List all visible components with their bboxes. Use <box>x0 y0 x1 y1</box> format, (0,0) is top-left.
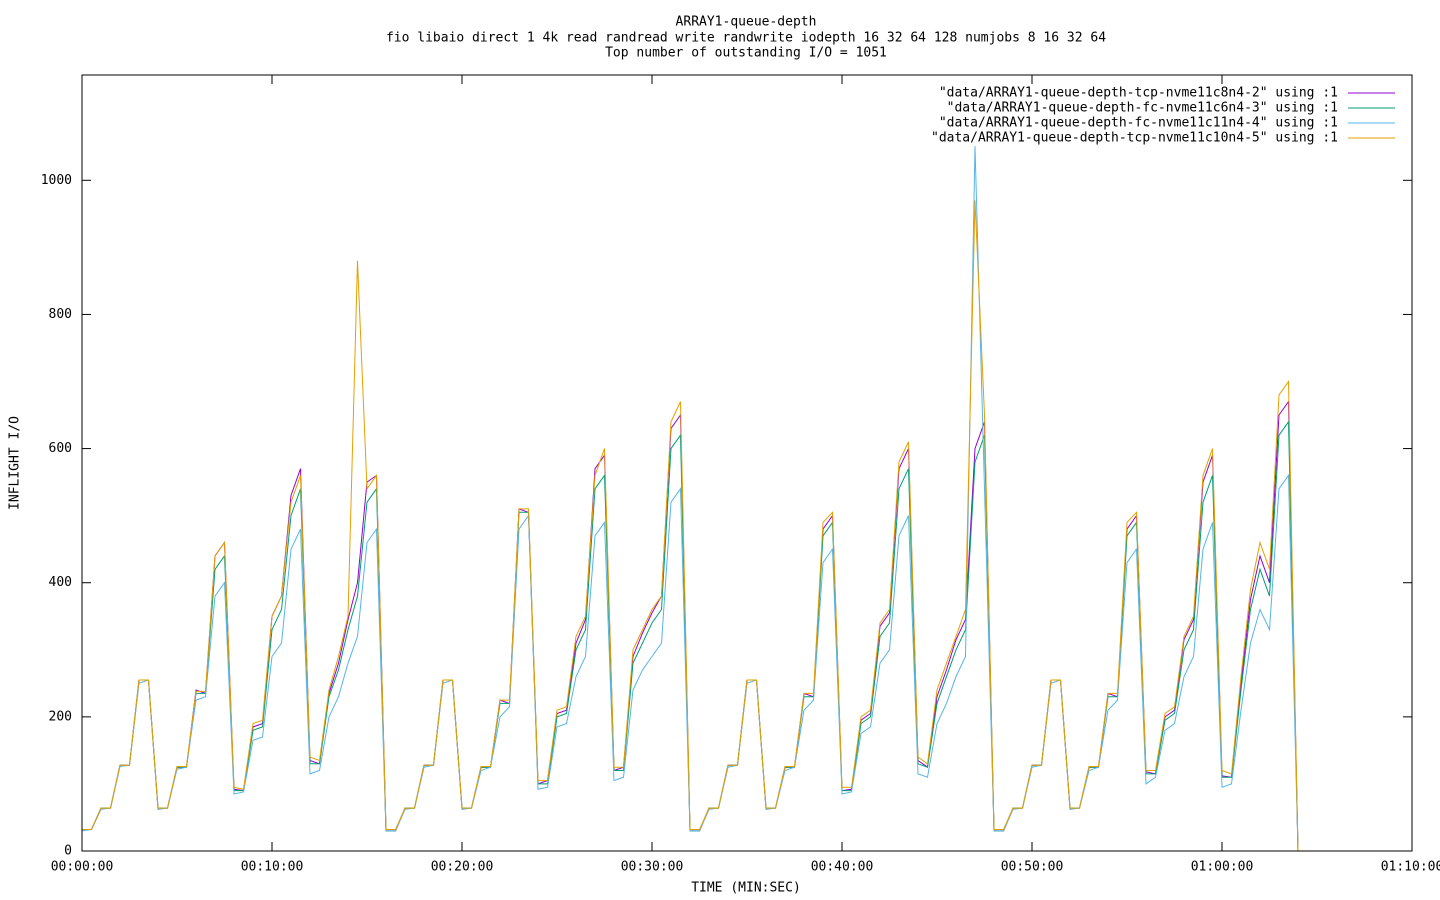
y-tick-label: 0 <box>64 844 72 859</box>
legend-label: "data/ARRAY1-queue-depth-fc-nvme11c6n4-3… <box>947 101 1338 116</box>
series-line <box>82 200 1299 852</box>
y-tick-label: 200 <box>49 709 72 724</box>
series-line <box>81 146 1299 852</box>
x-tick-label: 00:40:00 <box>811 860 874 875</box>
y-tick-label: 400 <box>49 575 72 590</box>
chart-title: ARRAY1-queue-depth <box>676 15 817 30</box>
legend-label: "data/ARRAY1-queue-depth-fc-nvme11c11n4-… <box>939 116 1338 131</box>
x-tick-label: 00:30:00 <box>621 860 684 875</box>
x-tick-label: 01:10:00 <box>1381 860 1440 875</box>
y-tick-label: 800 <box>49 307 72 322</box>
y-axis-label: INFLIGHT I/O <box>8 416 23 510</box>
chart-subtitle: fio libaio direct 1 4k read randread wri… <box>386 31 1106 46</box>
y-tick-label: 600 <box>49 441 72 456</box>
x-axis-label: TIME (MIN:SEC) <box>691 881 801 896</box>
y-tick-label: 1000 <box>41 173 72 188</box>
chart-subtitle: Top number of outstanding I/O = 1051 <box>605 46 887 61</box>
x-tick-label: 00:00:00 <box>51 860 114 875</box>
x-tick-label: 00:50:00 <box>1001 860 1064 875</box>
plot-border <box>81 74 1413 852</box>
x-tick-label: 01:00:00 <box>1191 860 1254 875</box>
legend-label: "data/ARRAY1-queue-depth-tcp-nvme11c10n4… <box>931 131 1338 146</box>
x-tick-label: 00:20:00 <box>431 860 494 875</box>
legend-label: "data/ARRAY1-queue-depth-tcp-nvme11c8n4-… <box>939 86 1338 101</box>
x-tick-label: 00:10:00 <box>241 860 304 875</box>
